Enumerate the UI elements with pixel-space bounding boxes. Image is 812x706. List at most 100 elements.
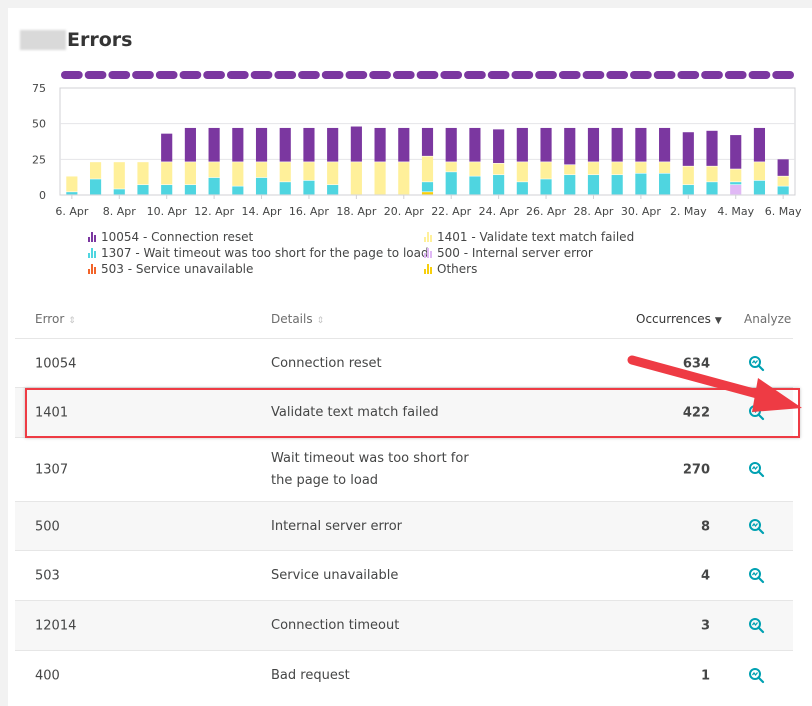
legend-col-1: 10054 - Connection reset 1307 - Wait tim… <box>88 229 429 277</box>
bar-segment <box>587 175 600 195</box>
bar-segment <box>184 127 196 162</box>
bar-segment <box>587 127 600 162</box>
bar-segment <box>682 166 694 185</box>
bar-segment <box>279 182 291 195</box>
occurrences-count: 634 <box>682 356 710 371</box>
bar-chart-icon <box>88 264 96 274</box>
bar-chart-icon <box>424 248 432 258</box>
legend-item[interactable]: 1401 - Validate text match failed <box>424 229 634 245</box>
header-label: Occurrences <box>636 312 711 326</box>
bar-segment <box>611 162 623 175</box>
availability-segment <box>440 71 463 79</box>
bar-segment <box>374 162 386 195</box>
plot-frame <box>59 87 796 196</box>
bar-segment <box>564 127 576 165</box>
x-tick-label: 30. Apr <box>621 205 661 218</box>
availability-segment <box>226 71 249 79</box>
analyze-button[interactable] <box>748 355 766 373</box>
availability-segment <box>701 71 723 79</box>
bar-segment <box>564 165 576 175</box>
bar-segment <box>232 186 244 195</box>
bar-segment <box>564 175 576 195</box>
error-details: Wait timeout was too short for the page … <box>271 451 469 488</box>
table-row[interactable]: 500 Internal server error 8 <box>15 501 793 551</box>
legend-item[interactable]: 503 - Service unavailable <box>88 261 429 277</box>
bar-segment <box>232 162 244 186</box>
table-row[interactable]: 12014 Connection timeout 3 <box>15 600 793 651</box>
error-code: 1401 <box>35 405 69 421</box>
bar-segment <box>303 180 315 195</box>
table-row[interactable]: 10054 Connection reset 634 <box>15 338 793 388</box>
bar-segment <box>184 162 196 185</box>
table-row[interactable]: 503 Service unavailable 4 <box>15 550 793 601</box>
x-tick-label: 2. May <box>670 205 707 218</box>
availability-segment <box>321 71 344 79</box>
bar-segment <box>469 176 481 195</box>
header-label: Details <box>271 312 313 326</box>
analyze-button[interactable] <box>748 518 766 536</box>
column-header-error[interactable]: Error ⇕ <box>35 312 76 326</box>
y-tick-label: 75 <box>32 82 46 95</box>
bar-segment <box>398 162 410 195</box>
bar-segment <box>113 189 125 195</box>
bar-segment <box>66 192 78 195</box>
table-row[interactable]: 1307 Wait timeout was too short for the … <box>15 437 793 502</box>
availability-segment <box>132 71 154 79</box>
x-tick-label: 26. Apr <box>526 205 566 218</box>
analyze-button[interactable] <box>748 617 766 635</box>
bar-segment <box>635 162 647 173</box>
x-tick-label: 10. Apr <box>147 205 187 218</box>
bar-segment <box>255 127 268 162</box>
analyze-button[interactable] <box>748 667 766 685</box>
error-code: 500 <box>35 519 60 534</box>
bar-chart-icon <box>424 264 432 274</box>
analyze-magnifier-icon <box>749 568 765 584</box>
bar-segment <box>540 162 552 179</box>
bar-segment <box>350 126 362 162</box>
bar-segment <box>611 175 623 195</box>
legend-col-2: 1401 - Validate text match failed 500 - … <box>424 229 634 277</box>
bar-segment <box>255 177 268 195</box>
bar-segment <box>682 132 694 166</box>
availability-segment <box>84 71 107 79</box>
bar-segment <box>493 129 505 164</box>
error-code: 10054 <box>35 356 77 371</box>
bar-segment <box>66 176 78 192</box>
legend-item[interactable]: Others <box>424 261 634 277</box>
legend-item[interactable]: 1307 - Wait timeout was too short for th… <box>88 245 429 261</box>
bar-segment <box>208 162 220 178</box>
x-tick-label: 8. Apr <box>103 205 136 218</box>
error-code: 12014 <box>35 618 77 634</box>
bar-segment <box>327 185 339 195</box>
bar-segment <box>540 127 552 162</box>
bar-segment <box>706 182 718 195</box>
x-tick-label: 24. Apr <box>479 205 519 218</box>
legend-item[interactable]: 500 - Internal server error <box>424 245 634 261</box>
availability-segment <box>464 71 486 79</box>
x-tick-label: 14. Apr <box>242 205 282 218</box>
bar-chart-icon <box>88 248 96 258</box>
column-header-details[interactable]: Details ⇕ <box>271 312 324 326</box>
analyze-button[interactable] <box>748 461 766 479</box>
error-details: Connection reset <box>271 355 382 371</box>
x-tick-label: 6. May <box>765 205 802 218</box>
availability-segment <box>250 71 273 79</box>
analyze-button[interactable] <box>748 567 766 585</box>
bar-segment <box>493 163 505 175</box>
availability-segment <box>203 71 225 79</box>
bar-segment <box>777 159 789 176</box>
redacted-name <box>20 30 66 50</box>
occurrences-count: 422 <box>682 405 710 421</box>
legend-item[interactable]: 10054 - Connection reset <box>88 229 429 245</box>
bar-segment <box>611 127 623 162</box>
sort-icon: ⇕ <box>68 316 76 326</box>
x-tick-label: 22. Apr <box>431 205 471 218</box>
y-tick-label: 25 <box>32 153 46 166</box>
bar-segment <box>279 127 291 162</box>
bar-segment <box>469 162 481 176</box>
table-row[interactable]: 400 Bad request 1 <box>15 650 793 701</box>
column-header-occurrences[interactable]: Occurrences ▼ <box>636 312 722 326</box>
availability-segment <box>535 71 557 79</box>
x-tick-label: 20. Apr <box>384 205 424 218</box>
occurrences-count: 1 <box>700 668 710 684</box>
